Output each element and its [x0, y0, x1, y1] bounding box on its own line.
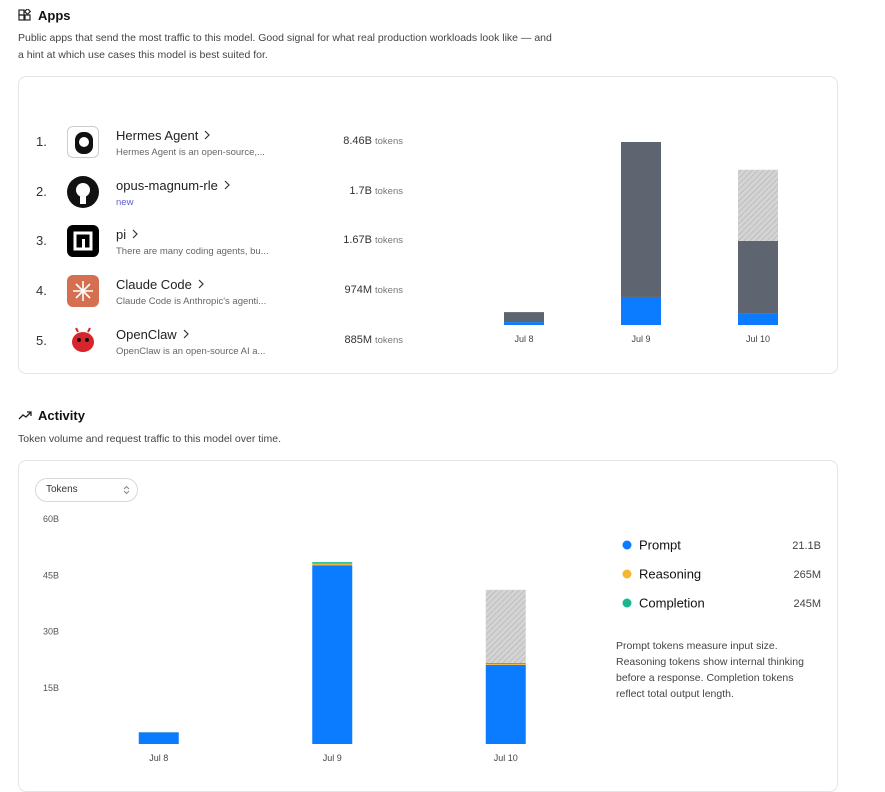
legend-value: 21.1B [792, 540, 821, 552]
bar-segment [621, 142, 661, 297]
bar-segment [312, 566, 352, 745]
legend-label: Completion [639, 596, 705, 611]
x-tick-label: Jul 10 [746, 334, 770, 344]
bar-segment [738, 241, 778, 314]
bar-segment [738, 170, 778, 241]
legend-label: Prompt [639, 538, 681, 553]
x-tick-label: Jul 8 [514, 334, 533, 344]
x-tick-label: Jul 9 [323, 753, 342, 763]
x-tick-label: Jul 10 [494, 753, 518, 763]
legend-label: Reasoning [639, 567, 701, 582]
bar-segment [486, 663, 526, 664]
bar-segment [312, 564, 352, 566]
bar-segment [738, 314, 778, 325]
bar-segment [139, 732, 179, 744]
legend-swatch [623, 599, 632, 608]
x-tick-label: Jul 8 [149, 753, 168, 763]
y-tick-label: 15B [43, 683, 59, 693]
legend-value: 265M [793, 569, 821, 581]
y-tick-label: 30B [43, 627, 59, 637]
legend-swatch [623, 570, 632, 579]
legend-swatch [623, 541, 632, 550]
bar-segment [486, 664, 526, 665]
bar-segment [504, 312, 544, 322]
bar-segment [486, 590, 526, 663]
bar-segment [621, 297, 661, 325]
y-tick-label: 45B [43, 570, 59, 580]
legend-value: 245M [793, 598, 821, 610]
bar-segment [504, 322, 544, 325]
charts: Jul 8 Jul 9 Jul 10 15B 30B 45B 60B Jul 8 Jul 9 Ju… [0, 0, 885, 775]
bar-segment [312, 562, 352, 564]
y-tick-label: 60B [43, 514, 59, 524]
bar-segment [486, 665, 526, 744]
x-tick-label: Jul 9 [631, 334, 650, 344]
page: {"apps": {"title": "Apps", "description"… [0, 0, 885, 775]
